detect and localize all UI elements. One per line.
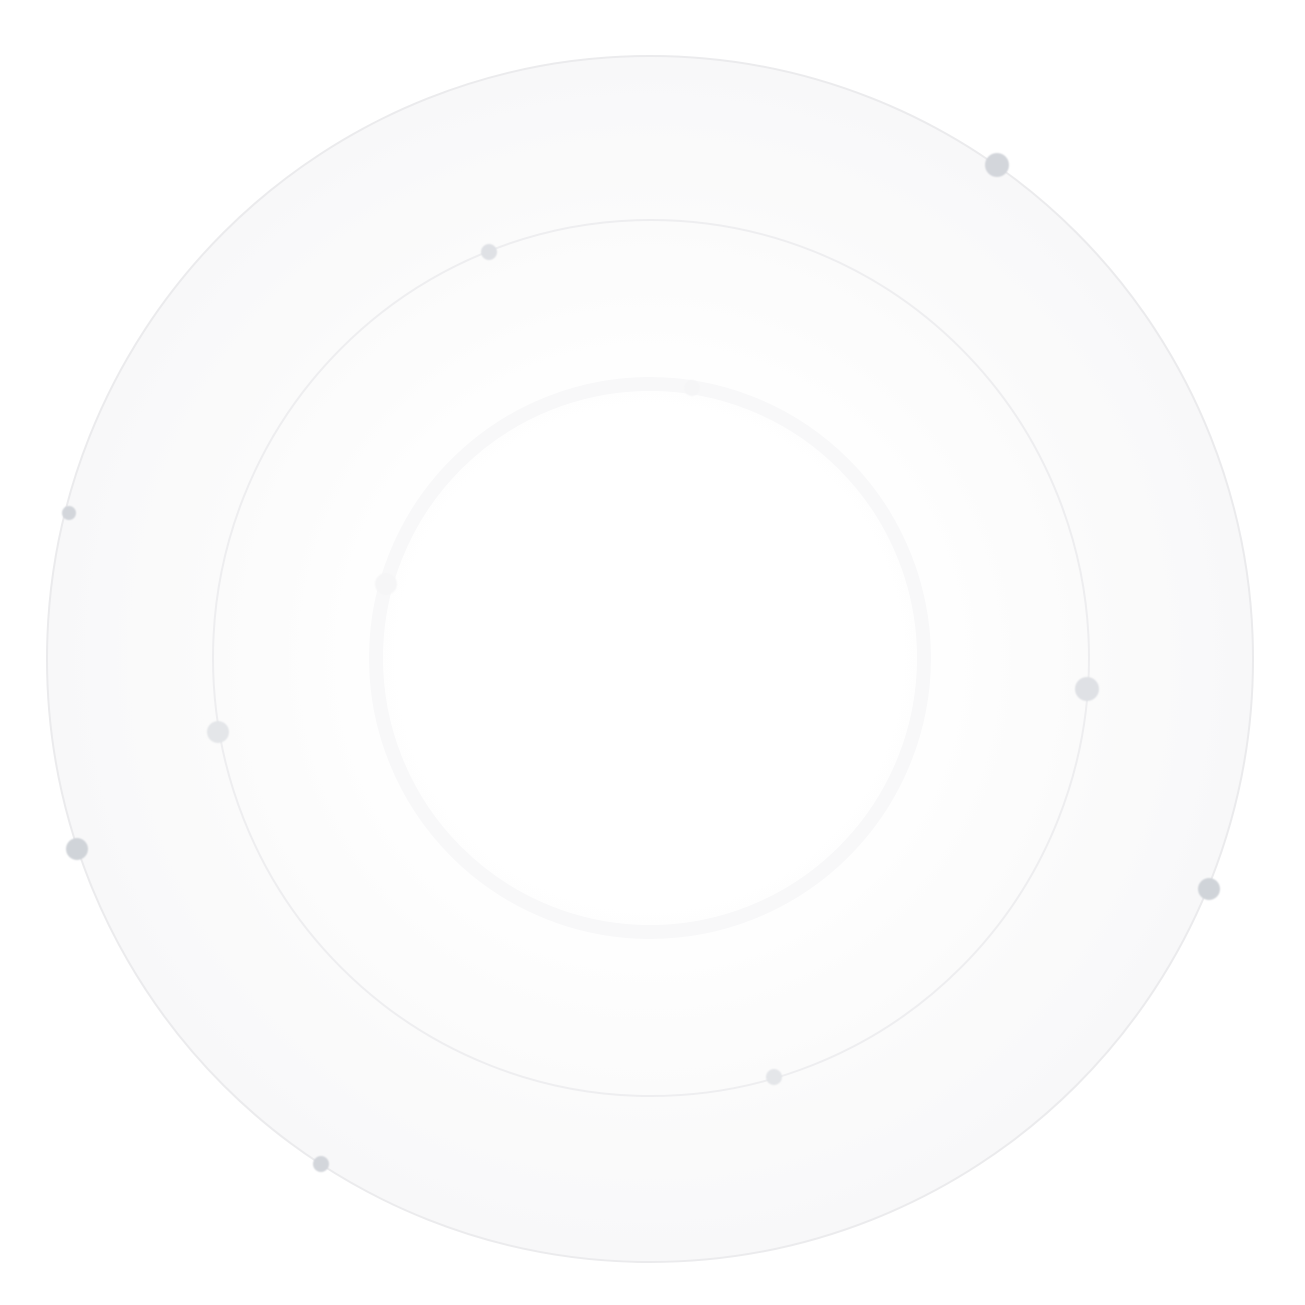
- outer-orbit-ring: [46, 55, 1254, 1263]
- orbit-dot: [985, 153, 1009, 177]
- orbit-dot: [62, 506, 76, 520]
- orbit-dot: [313, 1156, 329, 1172]
- orbit-dot: [66, 838, 88, 860]
- orbit-dot: [481, 244, 497, 260]
- orbit-dot: [1075, 677, 1099, 701]
- middle-orbit-ring: [212, 219, 1090, 1097]
- inner-orbit-ring: [369, 377, 931, 939]
- orbit-dot: [766, 1069, 782, 1085]
- orbit-dot: [684, 380, 700, 396]
- orbit-dot: [375, 573, 397, 595]
- orbit-dot: [1198, 878, 1220, 900]
- orbit-dot: [207, 721, 229, 743]
